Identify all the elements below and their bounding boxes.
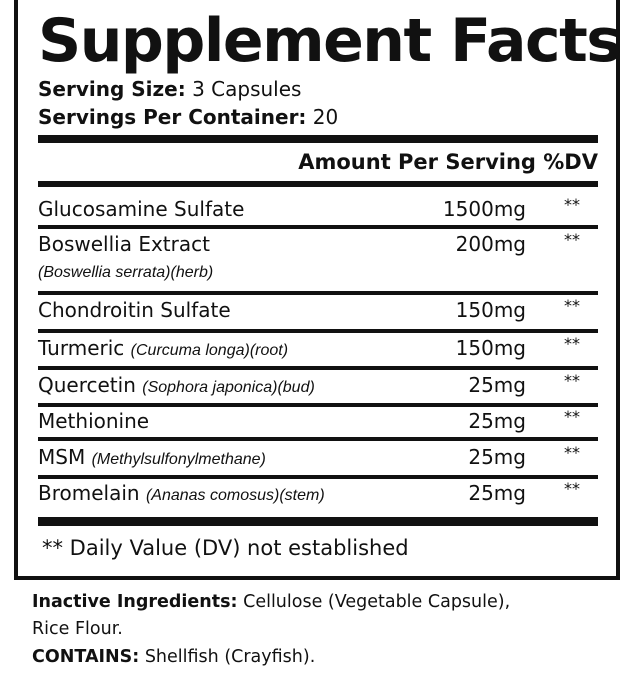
ingredient-dv: **: [564, 296, 580, 315]
inactive-ingredients-cont: Rice Flour.: [32, 619, 123, 639]
dv-header: %DV: [543, 150, 598, 174]
divider: [38, 403, 598, 407]
ingredient-dv: **: [564, 334, 580, 353]
ingredient-row: Boswellia Extract (Boswellia serrata)(her…: [38, 230, 598, 287]
ingredient-name: Quercetin: [38, 373, 136, 397]
inactive-ingredients: Inactive Ingredients: Cellulose (Vegetab…: [32, 589, 510, 615]
inactive-value: Cellulose (Vegetable Capsule),: [243, 592, 511, 612]
divider-thick: [38, 517, 598, 526]
contains-value: Shellfish (Crayfish).: [144, 647, 316, 667]
supplement-facts-panel: [14, 0, 620, 580]
divider: [38, 329, 598, 333]
ingredient-amount: 150mg: [455, 336, 526, 360]
ingredient-dv: **: [564, 371, 580, 390]
servings-per-container: Servings Per Container: 20: [38, 105, 338, 129]
ingredient-name: Chondroitin Sulfate: [38, 298, 231, 322]
ingredient-source: (Ananas comosus)(stem): [145, 487, 325, 504]
column-header: Amount Per Serving %DV: [298, 148, 598, 176]
panel-title: Supplement Facts: [38, 6, 622, 76]
ingredient-dv: **: [564, 407, 580, 426]
allergen-statement: CONTAINS: Shellfish (Crayfish).: [32, 644, 315, 670]
serving-size-value: 3 Capsules: [192, 77, 302, 101]
ingredient-source: (Methylsulfonylmethane): [91, 451, 266, 468]
ingredient-name: Boswellia Extract: [38, 232, 210, 256]
servings-label: Servings Per Container:: [38, 105, 307, 129]
inactive-label: Inactive Ingredients:: [32, 592, 238, 612]
ingredient-dv: **: [564, 230, 580, 249]
amount-header: Amount Per Serving: [298, 150, 536, 174]
ingredient-name: MSM: [38, 445, 86, 469]
ingredient-name: Glucosamine Sulfate: [38, 197, 245, 221]
servings-value: 20: [312, 105, 339, 129]
ingredient-dv: **: [564, 443, 580, 462]
ingredient-dv: **: [564, 195, 580, 214]
ingredient-name: Turmeric: [38, 336, 125, 360]
ingredient-amount: 25mg: [468, 409, 526, 433]
ingredient-amount: 1500mg: [442, 197, 526, 221]
divider: [38, 475, 598, 479]
ingredient-amount: 200mg: [455, 232, 526, 256]
divider-thick: [38, 135, 598, 143]
divider: [38, 366, 598, 370]
ingredient-source: (Sophora japonica)(bud): [142, 379, 315, 396]
ingredient-source: (Boswellia serrata)(herb): [38, 264, 214, 281]
ingredient-amount: 25mg: [468, 373, 526, 397]
ingredient-amount: 25mg: [468, 445, 526, 469]
ingredient-name: Methionine: [38, 409, 150, 433]
serving-size-label: Serving Size:: [38, 77, 186, 101]
ingredient-amount: 150mg: [455, 298, 526, 322]
ingredient-dv: **: [564, 479, 580, 498]
ingredient-amount: 25mg: [468, 481, 526, 505]
divider: [38, 225, 598, 229]
divider: [38, 181, 598, 187]
footnote: ** Daily Value (DV) not established: [42, 536, 409, 560]
ingredient-source: (Curcuma longa)(root): [130, 342, 289, 359]
ingredient-name: Bromelain: [38, 481, 140, 505]
divider: [38, 291, 598, 295]
contains-label: CONTAINS:: [32, 647, 140, 667]
serving-size: Serving Size: 3 Capsules: [38, 77, 301, 101]
divider: [38, 437, 598, 441]
